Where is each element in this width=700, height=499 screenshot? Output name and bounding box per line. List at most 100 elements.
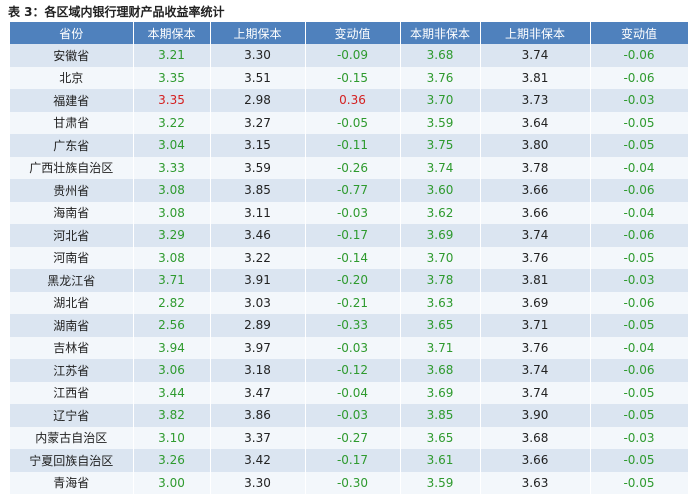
value-cell: -0.03 [590, 269, 689, 292]
value-cell: 3.22 [133, 111, 211, 134]
value-cell: 3.80 [480, 134, 591, 157]
value-cell: -0.09 [305, 44, 401, 67]
value-cell: 3.78 [400, 269, 481, 292]
value-cell: 2.56 [133, 314, 211, 337]
table-row: 广西壮族自治区 3.33 3.59 -0.26 3.74 3.78 -0.04 [10, 156, 689, 179]
province-cell: 吉林省 [10, 336, 134, 359]
province-cell: 河南省 [10, 246, 134, 269]
province-cell: 贵州省 [10, 179, 134, 202]
value-cell: -0.06 [590, 44, 689, 67]
table-row: 河北省 3.29 3.46 -0.17 3.69 3.74 -0.06 [10, 224, 689, 247]
value-cell: -0.06 [590, 66, 689, 89]
table-row: 黑龙江省 3.71 3.91 -0.20 3.78 3.81 -0.03 [10, 269, 689, 292]
value-cell: 2.89 [210, 314, 306, 337]
value-cell: 3.61 [400, 449, 481, 472]
value-cell: 3.90 [480, 404, 591, 427]
value-cell: 3.59 [400, 111, 481, 134]
value-cell: 3.33 [133, 156, 211, 179]
province-cell: 江苏省 [10, 359, 134, 382]
value-cell: 2.98 [210, 89, 306, 112]
value-cell: 3.76 [400, 66, 481, 89]
value-cell: -0.14 [305, 246, 401, 269]
value-cell: 3.62 [400, 201, 481, 224]
value-cell: 3.59 [210, 156, 306, 179]
column-header: 上期非保本 [480, 22, 591, 44]
value-cell: -0.30 [305, 471, 401, 494]
table-row: 江苏省 3.06 3.18 -0.12 3.68 3.74 -0.06 [10, 359, 689, 382]
value-cell: 3.63 [480, 471, 591, 494]
value-cell: -0.05 [590, 246, 689, 269]
value-cell: 3.08 [133, 246, 211, 269]
table-title: 表 3：各区域内银行理财产品收益率统计 [8, 5, 225, 19]
value-cell: 3.74 [480, 224, 591, 247]
value-cell: 3.26 [133, 449, 211, 472]
value-cell: -0.27 [305, 426, 401, 449]
value-cell: 3.11 [210, 201, 306, 224]
value-cell: 3.63 [400, 291, 481, 314]
value-cell: -0.05 [590, 314, 689, 337]
value-cell: -0.06 [590, 291, 689, 314]
value-cell: 0.36 [305, 89, 401, 112]
value-cell: 3.69 [400, 224, 481, 247]
column-header: 变动值 [305, 22, 401, 44]
column-header: 本期保本 [133, 22, 211, 44]
value-cell: -0.05 [590, 111, 689, 134]
value-cell: -0.03 [305, 336, 401, 359]
value-cell: -0.06 [590, 224, 689, 247]
value-cell: 3.82 [133, 404, 211, 427]
province-cell: 安徽省 [10, 44, 134, 67]
value-cell: -0.17 [305, 449, 401, 472]
value-cell: 3.66 [480, 201, 591, 224]
value-cell: 3.30 [210, 44, 306, 67]
value-cell: -0.11 [305, 134, 401, 157]
value-cell: 3.59 [400, 471, 481, 494]
value-cell: 3.27 [210, 111, 306, 134]
column-header: 上期保本 [210, 22, 306, 44]
province-cell: 宁夏回族自治区 [10, 449, 134, 472]
column-header: 变动值 [590, 22, 689, 44]
value-cell: 3.70 [400, 89, 481, 112]
province-cell: 黑龙江省 [10, 269, 134, 292]
value-cell: 3.69 [400, 381, 481, 404]
value-cell: -0.03 [590, 426, 689, 449]
value-cell: -0.17 [305, 224, 401, 247]
value-cell: -0.12 [305, 359, 401, 382]
table-row: 甘肃省 3.22 3.27 -0.05 3.59 3.64 -0.05 [10, 111, 689, 134]
value-cell: -0.04 [590, 201, 689, 224]
value-cell: 3.35 [133, 89, 211, 112]
table-row: 宁夏回族自治区 3.26 3.42 -0.17 3.61 3.66 -0.05 [10, 449, 689, 472]
value-cell: 3.60 [400, 179, 481, 202]
value-cell: 2.82 [133, 291, 211, 314]
value-cell: 3.08 [133, 201, 211, 224]
table-row: 广东省 3.04 3.15 -0.11 3.75 3.80 -0.05 [10, 134, 689, 157]
province-cell: 青海省 [10, 471, 134, 494]
value-cell: 3.91 [210, 269, 306, 292]
value-cell: 3.64 [480, 111, 591, 134]
value-cell: -0.21 [305, 291, 401, 314]
value-cell: 3.47 [210, 381, 306, 404]
column-header: 省份 [10, 22, 134, 44]
table-row: 福建省 3.35 2.98 0.36 3.70 3.73 -0.03 [10, 89, 689, 112]
province-cell: 甘肃省 [10, 111, 134, 134]
value-cell: 3.85 [210, 179, 306, 202]
value-cell: 3.97 [210, 336, 306, 359]
value-cell: 3.10 [133, 426, 211, 449]
value-cell: 3.74 [480, 359, 591, 382]
table-row: 江西省 3.44 3.47 -0.04 3.69 3.74 -0.05 [10, 381, 689, 404]
value-cell: 3.76 [480, 336, 591, 359]
value-cell: -0.77 [305, 179, 401, 202]
value-cell: 3.81 [480, 66, 591, 89]
value-cell: -0.20 [305, 269, 401, 292]
province-cell: 广西壮族自治区 [10, 156, 134, 179]
value-cell: -0.03 [305, 404, 401, 427]
value-cell: 3.74 [480, 44, 591, 67]
value-cell: 3.46 [210, 224, 306, 247]
table-row: 河南省 3.08 3.22 -0.14 3.70 3.76 -0.05 [10, 246, 689, 269]
table-row: 北京 3.35 3.51 -0.15 3.76 3.81 -0.06 [10, 66, 689, 89]
table-body: 安徽省 3.21 3.30 -0.09 3.68 3.74 -0.06 北京 3.35 3.51-… [10, 44, 689, 494]
value-cell: 3.04 [133, 134, 211, 157]
value-cell: 3.74 [400, 156, 481, 179]
value-cell: 3.03 [210, 291, 306, 314]
value-cell: 3.85 [400, 404, 481, 427]
value-cell: 3.78 [480, 156, 591, 179]
